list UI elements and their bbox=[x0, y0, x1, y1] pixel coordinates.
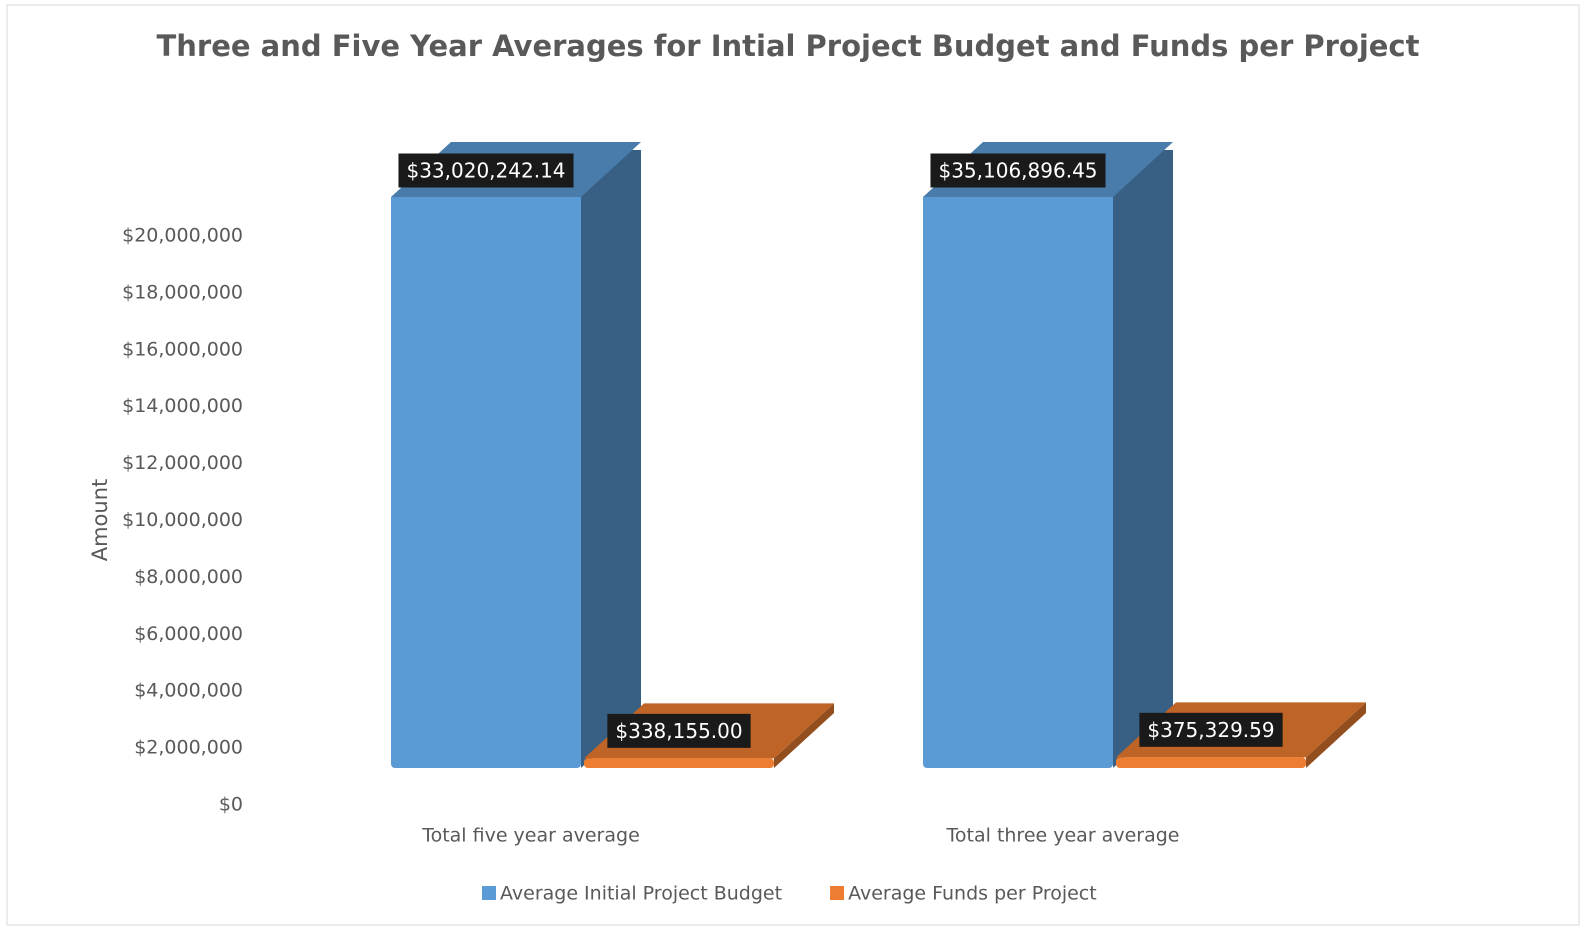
data-label-text: $33,020,242.14 bbox=[406, 159, 565, 183]
y-tick-label: $2,000,000 bbox=[134, 737, 243, 759]
data-label: $375,329.59 bbox=[1139, 712, 1283, 747]
data-label: $338,155.00 bbox=[607, 713, 751, 748]
y-tick-label: $0 bbox=[219, 794, 243, 816]
bar bbox=[584, 758, 774, 768]
data-label: $35,106,896.45 bbox=[930, 153, 1106, 188]
data-label-box bbox=[930, 153, 1106, 188]
bar bbox=[391, 197, 581, 768]
legend-label: Average Initial Project Budget bbox=[500, 883, 782, 905]
data-label-text: $375,329.59 bbox=[1147, 718, 1274, 742]
y-tick-label: $12,000,000 bbox=[122, 452, 243, 474]
legend-marker bbox=[830, 886, 845, 900]
data-label-box bbox=[1139, 712, 1283, 747]
bar-side bbox=[581, 150, 641, 768]
data-label-box bbox=[398, 153, 574, 188]
chart-title: Three and Five Year Averages for Intial … bbox=[157, 29, 1420, 63]
data-label-box bbox=[607, 713, 751, 748]
bar-side bbox=[774, 703, 834, 768]
plot: $0 $2,000,000 $4,000,000 $6,000,000 $8,000,0… bbox=[122, 142, 1366, 905]
bar bbox=[923, 197, 1113, 768]
y-tick-label: $18,000,000 bbox=[122, 281, 243, 303]
y-tick-label: $16,000,000 bbox=[122, 338, 243, 360]
data-label-text: $338,155.00 bbox=[615, 719, 742, 743]
bar-side bbox=[1306, 702, 1366, 768]
x-tick-label: Total five year average bbox=[421, 825, 640, 847]
data-label: $33,020,242.14 bbox=[398, 153, 574, 188]
y-tick-label: $6,000,000 bbox=[134, 623, 243, 645]
y-tick-label: $4,000,000 bbox=[134, 680, 243, 702]
x-tick-label: Total three year average bbox=[946, 825, 1180, 847]
y-tick-label: $20,000,000 bbox=[122, 225, 243, 247]
y-tick-label: $8,000,000 bbox=[134, 566, 243, 588]
bar bbox=[1116, 757, 1306, 768]
y-axis-title: Amount bbox=[88, 479, 112, 562]
y-tick-label: $14,000,000 bbox=[122, 395, 243, 417]
y-tick-label: $10,000,000 bbox=[122, 509, 243, 531]
bar-side bbox=[1113, 150, 1173, 768]
legend-label: Average Funds per Project bbox=[848, 883, 1097, 905]
legend-marker bbox=[482, 886, 496, 900]
data-label-text: $35,106,896.45 bbox=[938, 159, 1097, 183]
chart-frame bbox=[6, 4, 1580, 926]
